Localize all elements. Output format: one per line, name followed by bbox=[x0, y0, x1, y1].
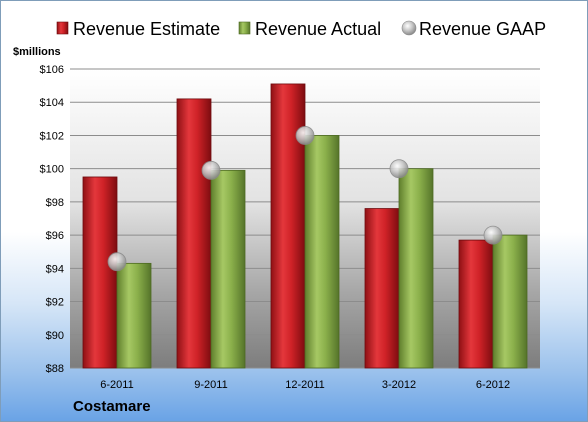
revenue-estimate-bar bbox=[176, 98, 212, 369]
revenue-gaap-marker bbox=[295, 126, 315, 145]
revenue-actual-bar bbox=[116, 262, 152, 369]
legend-swatch bbox=[56, 21, 69, 35]
revenue-estimate-bar bbox=[82, 176, 118, 369]
x-tick-label: 9-2011 bbox=[194, 379, 227, 391]
revenue-estimate-bar bbox=[364, 208, 400, 369]
y-tick-label: $104 bbox=[40, 97, 64, 109]
y-tick-label: $90 bbox=[46, 330, 64, 342]
x-tick-label: 12-2011 bbox=[285, 379, 325, 391]
revenue-gaap-marker bbox=[107, 252, 127, 272]
revenue-actual-bar bbox=[304, 135, 340, 369]
revenue-gaap-marker bbox=[201, 160, 221, 180]
y-axis-unit-label: $millions bbox=[13, 46, 61, 58]
company-name: Costamare bbox=[73, 398, 151, 415]
revenue-actual-bar bbox=[210, 169, 246, 369]
revenue-estimate-bar bbox=[458, 239, 494, 369]
y-tick-label: $96 bbox=[46, 230, 64, 242]
revenue-estimate-bar bbox=[270, 83, 306, 369]
x-tick-label: 3-2012 bbox=[382, 379, 416, 391]
y-tick-label: $92 bbox=[46, 297, 64, 309]
y-tick-label: $98 bbox=[46, 197, 64, 209]
revenue-actual-bar bbox=[398, 168, 434, 369]
x-tick-label: 6-2012 bbox=[476, 379, 510, 391]
y-tick-label: $102 bbox=[40, 130, 64, 142]
y-tick-label: $100 bbox=[40, 164, 64, 176]
x-tick-label: 6-2011 bbox=[100, 379, 133, 391]
y-tick-label: $106 bbox=[40, 64, 64, 76]
y-tick-label: $88 bbox=[46, 363, 64, 375]
revenue-gaap-marker bbox=[483, 225, 503, 245]
legend-swatch bbox=[401, 20, 417, 36]
legend-label: Revenue Estimate bbox=[73, 19, 220, 39]
legend-swatch bbox=[238, 21, 251, 35]
revenue-gaap-marker bbox=[389, 159, 409, 179]
legend-label: Revenue GAAP bbox=[419, 19, 546, 39]
y-tick-label: $94 bbox=[46, 263, 64, 275]
legend-label: Revenue Actual bbox=[255, 19, 381, 39]
revenue-actual-bar bbox=[492, 234, 528, 369]
